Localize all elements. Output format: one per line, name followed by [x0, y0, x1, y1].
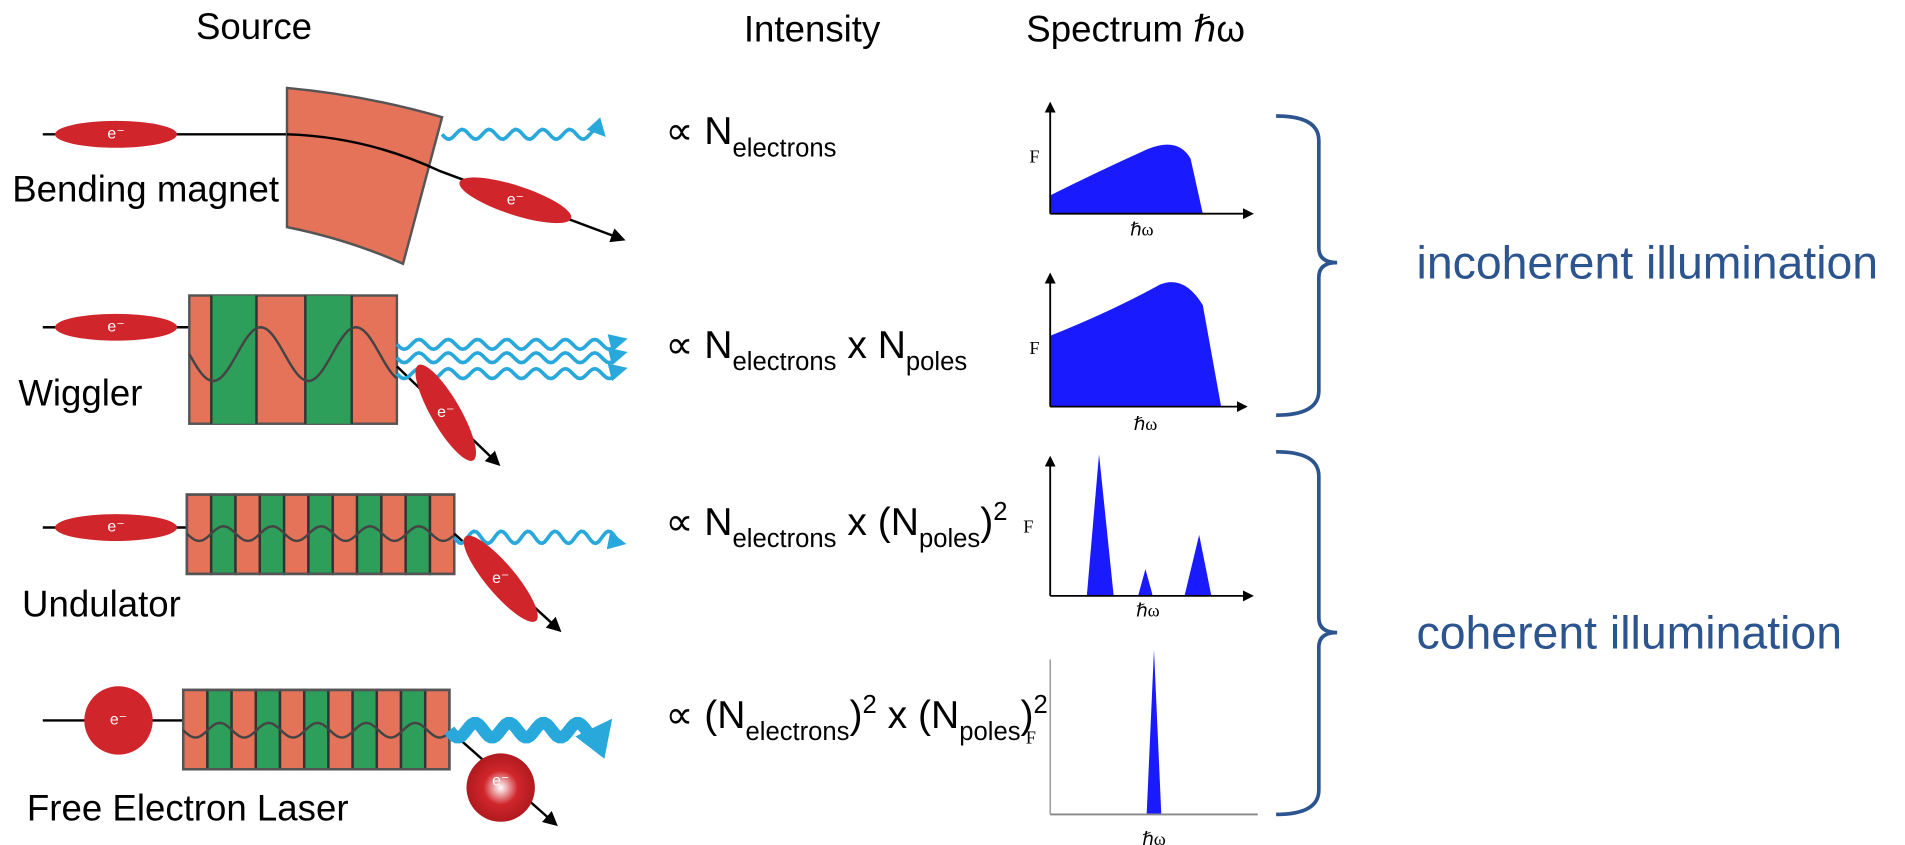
y-axis-label: F [1029, 338, 1039, 358]
drawings: e⁻e⁻e⁻e⁻e⁻e⁻e⁻e⁻Bending magnet∝ Nelectro… [12, 86, 1879, 845]
formula-part: electrons [746, 718, 850, 746]
y-axis-label: F [1029, 146, 1039, 166]
magnet-pole [404, 493, 432, 576]
formula-part: 2 [1034, 691, 1048, 719]
source-label: Wiggler [18, 372, 142, 413]
beam-path [286, 133, 626, 243]
beam-path [182, 721, 451, 739]
beam-path [188, 326, 398, 383]
spectrum-fill [1050, 282, 1222, 407]
magnet-pole [282, 493, 310, 576]
x-axis-label: ℏω [1134, 414, 1158, 434]
formula-part: ) [850, 694, 863, 737]
magnet-pole [423, 688, 451, 771]
formula-part: electrons [733, 134, 837, 162]
bracket [1276, 114, 1338, 418]
x-axis-label: ℏω [1142, 829, 1166, 845]
magnet-pole [355, 493, 383, 576]
spectrum-fill [1050, 144, 1203, 214]
formula-part: ∝ (N [666, 694, 746, 737]
spectrum-fill [1146, 649, 1162, 815]
magnet-pole [327, 688, 354, 771]
intensity-formula: ∝ Nelectrons x Npoles [666, 324, 968, 376]
magnet-pole [278, 688, 306, 771]
intensity-formula: ∝ Nelectrons [666, 110, 837, 162]
magnet-pole [181, 688, 209, 771]
formula-part: x N [836, 324, 905, 367]
electron-label: e⁻ [507, 191, 524, 208]
magnet-pole [258, 493, 286, 576]
x-axis-label: ℏω [1130, 220, 1154, 240]
electron [54, 120, 178, 148]
header-source: Source [196, 6, 312, 47]
source-label: Free Electron Laser [27, 788, 349, 829]
formula-part: ) [980, 501, 993, 544]
spectrum-fill [1086, 454, 1212, 596]
bracket [1276, 449, 1338, 817]
formula-part: 2 [863, 691, 877, 719]
bracket-label: incoherent illumination [1417, 236, 1879, 288]
formula-part: electrons [733, 348, 837, 376]
magnet-frame [181, 688, 451, 771]
electron-label: e⁻ [107, 318, 124, 335]
magnet-pole [230, 688, 258, 771]
magnet-pole [234, 493, 262, 576]
magnet-pole [351, 688, 379, 771]
formula-part: poles [906, 348, 967, 376]
formula-part: ∝ N [666, 324, 733, 367]
bracket-label: coherent illumination [1417, 606, 1843, 658]
electron [54, 514, 178, 541]
microbunched-electron [466, 753, 535, 822]
radiation [395, 347, 628, 366]
radiation [440, 117, 606, 142]
header-intensity: Intensity [744, 9, 881, 50]
electron [54, 313, 178, 341]
electron-label: e⁻ [492, 570, 509, 587]
beam-path [186, 525, 454, 543]
formula-part: ∝ N [666, 110, 733, 153]
radiation [444, 717, 613, 759]
intensity-formula: ∝ Nelectrons x (Npoles)2 [666, 498, 1008, 553]
electron-label: e⁻ [492, 773, 509, 790]
magnet-pole [206, 688, 233, 771]
header-spectrum: Spectrum ℏω [1026, 9, 1245, 50]
formula-part: electrons [733, 525, 837, 553]
electron [459, 177, 572, 224]
formula-part: 2 [993, 498, 1007, 526]
formula-part: poles [919, 525, 980, 553]
formula-part: poles [959, 718, 1020, 746]
x-axis-label: ℏω [1136, 601, 1160, 621]
electron-label: e⁻ [107, 126, 124, 143]
bending-magnet [285, 86, 444, 266]
electron-label: e⁻ [107, 519, 124, 536]
formula-part: x (N [836, 501, 918, 544]
electron-bunch [84, 686, 153, 755]
magnet-pole [307, 493, 334, 576]
radiation [452, 529, 627, 550]
y-axis-label: F [1026, 728, 1036, 748]
source-label: Undulator [22, 584, 181, 625]
magnet-pole [209, 493, 237, 576]
formula-part: x (N [877, 694, 959, 737]
radiation [395, 334, 628, 352]
magnet-pole [375, 688, 403, 771]
formula-part: ∝ N [666, 501, 733, 544]
source-label: Bending magnet [12, 168, 279, 209]
y-axis-label: F [1023, 516, 1033, 536]
intensity-formula: ∝ (Nelectrons)2 x (Npoles)2 [666, 691, 1048, 746]
electron [463, 535, 538, 622]
magnet-pole [185, 493, 213, 576]
electron-label: e⁻ [437, 404, 454, 421]
magnet-pole [380, 493, 407, 576]
formula-part: ) [1021, 694, 1034, 737]
electron-label: e⁻ [110, 712, 127, 729]
magnet-pole [331, 493, 359, 576]
magnet-pole [428, 493, 456, 576]
magnet-pole [302, 688, 330, 771]
electron [415, 364, 477, 461]
magnet-pole [254, 688, 282, 771]
